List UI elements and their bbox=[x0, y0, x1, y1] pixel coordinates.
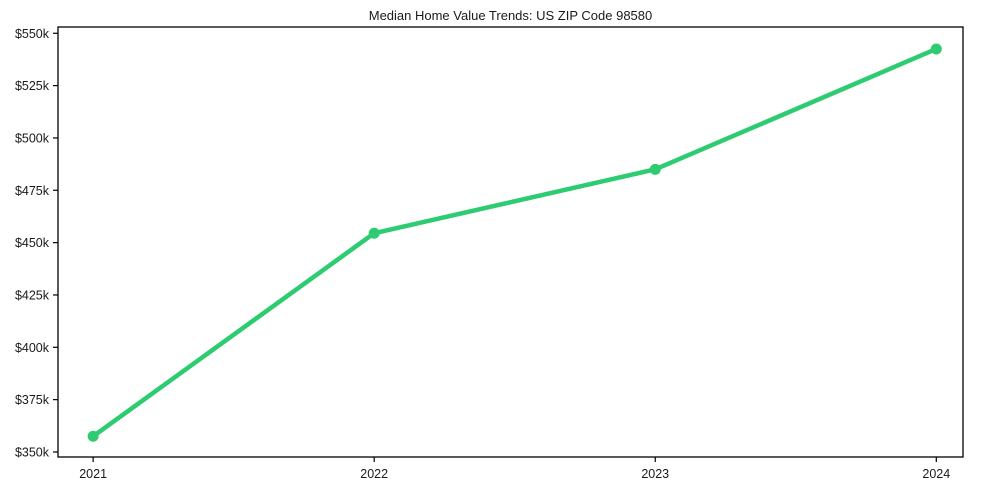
data-line bbox=[90, 46, 939, 439]
y-tick-label: $375k bbox=[15, 393, 50, 407]
y-tick-label: $475k bbox=[15, 184, 50, 198]
y-tick-label: $450k bbox=[15, 236, 50, 250]
data-point-2021 bbox=[87, 430, 99, 442]
x-tick-label: 2024 bbox=[922, 467, 950, 481]
data-point-2024 bbox=[930, 43, 942, 55]
plot-border bbox=[57, 26, 964, 458]
x-tick-label: 2022 bbox=[360, 467, 388, 481]
y-tick-label: $525k bbox=[15, 79, 50, 93]
y-tick-label: $550k bbox=[15, 27, 50, 41]
x-tick-label: 2021 bbox=[79, 467, 107, 481]
y-tick-label: $350k bbox=[15, 445, 50, 459]
y-tick-label: $400k bbox=[15, 341, 50, 355]
data-point-2022 bbox=[368, 227, 380, 239]
data-point-2023 bbox=[649, 163, 661, 175]
y-tick-label: $500k bbox=[15, 131, 50, 145]
chart-title: Median Home Value Trends: US ZIP Code 98… bbox=[368, 8, 653, 23]
y-tick-label: $425k bbox=[15, 288, 50, 302]
x-tick-label: 2023 bbox=[641, 467, 669, 481]
